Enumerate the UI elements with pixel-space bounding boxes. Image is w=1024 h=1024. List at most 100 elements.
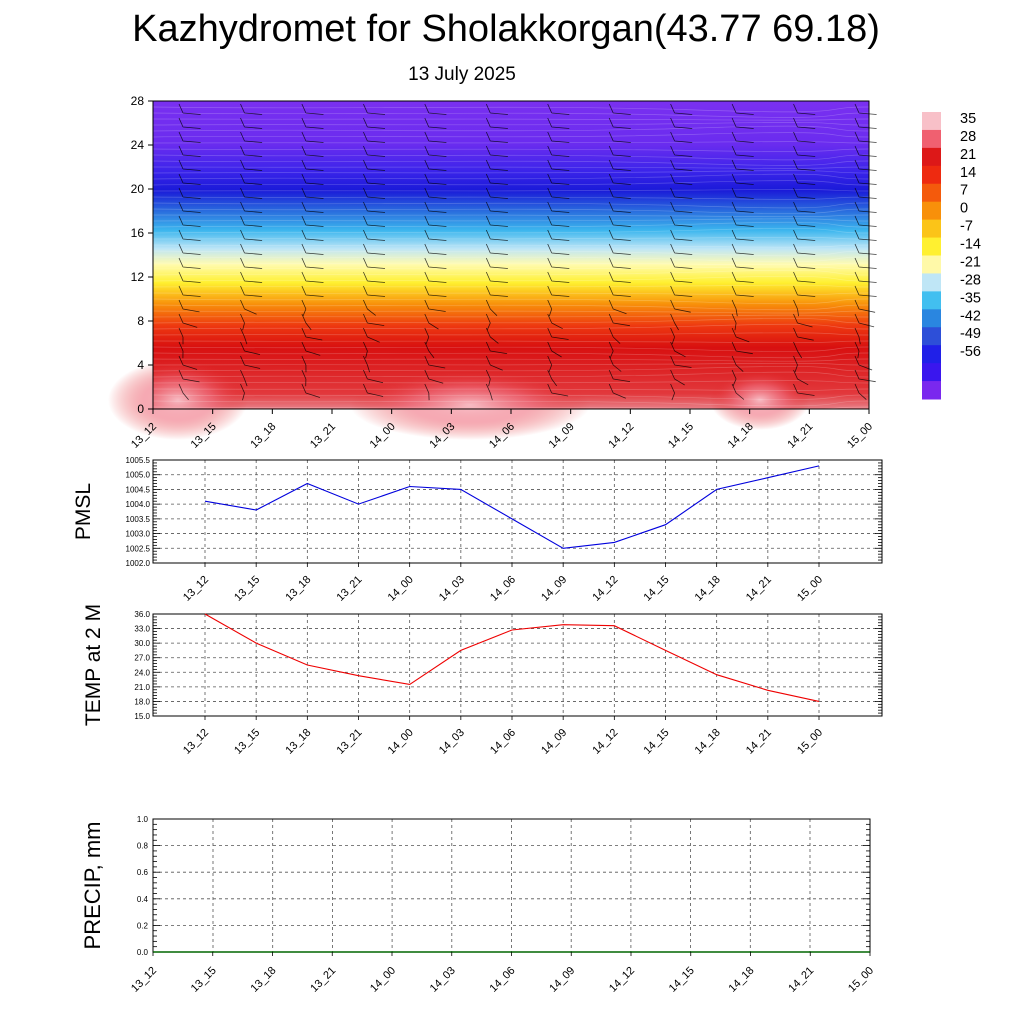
wind-barb [670, 117, 693, 129]
wind-barb [363, 369, 383, 384]
isotherm-line [152, 266, 870, 270]
wind-barb [547, 131, 570, 143]
wind-barb [547, 285, 570, 297]
wind-barb [178, 257, 201, 269]
x-tick-label: 14_06 [488, 965, 518, 995]
wind-barb [301, 159, 324, 171]
wind-barb [793, 383, 815, 396]
wind-barb [178, 159, 201, 171]
wind-barb [363, 383, 384, 397]
colorbar-swatch [922, 129, 941, 149]
wind-barb [485, 145, 508, 157]
wind-barb [547, 173, 570, 185]
wind-barb [731, 383, 745, 400]
wind-barb [731, 229, 754, 241]
wind-barb [424, 313, 439, 330]
x-tick-label: 13_12 [181, 574, 211, 604]
isotherm-line [152, 118, 870, 121]
wind-barb [240, 117, 263, 129]
wind-barb [301, 299, 307, 317]
wind-barb [731, 201, 754, 213]
wind-barb [547, 355, 553, 373]
wind-barb [240, 187, 263, 199]
isotherm-line [152, 214, 870, 218]
wind-barb [670, 201, 693, 213]
x-tick-label: 15_00 [795, 727, 825, 757]
wind-barb [301, 215, 324, 227]
x-tick-label: 14_18 [727, 965, 757, 995]
x-tick-label: 14_09 [539, 574, 569, 604]
isotherm-line [152, 196, 870, 200]
wind-barb [178, 313, 198, 328]
wind-barb [547, 103, 570, 115]
x-tick-label: 14_21 [744, 574, 774, 604]
wind-barb [608, 243, 631, 255]
wind-barb [485, 159, 508, 171]
precip-panel: 0.0 0.2 0.4 0.6 0.8 1.0 13_12 13_15 13_18 13_21 14… [80, 815, 876, 995]
colorbar-swatch [922, 147, 941, 167]
wind-barb [608, 341, 614, 359]
wind-barb [178, 145, 201, 157]
wind-barb [301, 383, 321, 398]
wind-barb [608, 117, 631, 129]
wind-barb [731, 271, 754, 283]
colorbar-label: -28 [960, 272, 981, 288]
colorbar-swatch [922, 345, 941, 364]
wind-barb [178, 285, 201, 297]
wind-barb [608, 369, 631, 382]
isotherm-line [152, 154, 870, 161]
y-axis-label: PRECIP, mm [80, 822, 105, 950]
y-tick-label: 1004.5 [126, 485, 151, 494]
isotherm-line [152, 112, 870, 118]
isotherm-line [152, 173, 870, 180]
wind-barb [854, 187, 877, 199]
wind-barb [485, 355, 503, 371]
wind-barb [854, 313, 875, 328]
wind-barb [731, 131, 754, 143]
wind-barb [485, 243, 508, 255]
wind-barb [424, 229, 447, 241]
series-line [204, 465, 820, 549]
y-tick-label: 1005.5 [126, 456, 151, 465]
y-tick-label: 1.0 [137, 815, 149, 824]
isotherm-line [152, 284, 870, 288]
wind-barb [363, 215, 386, 227]
wind-barb [547, 145, 570, 157]
wind-barb [793, 313, 813, 328]
colorbar-label: 0 [960, 201, 968, 217]
wind-barb [485, 299, 498, 316]
wind-barb [485, 201, 508, 213]
wind-barb [301, 103, 324, 115]
x-tick-label: 14_12 [590, 727, 620, 757]
wind-barb [793, 271, 816, 283]
isotherm-line [152, 340, 870, 344]
wind-barb [178, 215, 201, 227]
wind-barb [670, 341, 686, 358]
colorbar-label: 7 [960, 183, 968, 199]
colorbar-swatch [922, 183, 941, 203]
wind-barb [854, 201, 877, 213]
wind-barb [485, 215, 508, 227]
colorbar-swatch [922, 291, 941, 310]
wind-barb [485, 103, 508, 115]
wind-barb [424, 159, 447, 171]
wind-barb [608, 313, 630, 327]
wind-barb [731, 369, 737, 387]
wind-barb [731, 327, 750, 343]
wind-barb [608, 187, 631, 199]
wind-barb [301, 173, 324, 185]
wind-barb [547, 271, 570, 283]
wind-barb [854, 369, 876, 383]
wind-barb [424, 257, 447, 269]
isotherm-line [152, 394, 870, 400]
wind-barb [854, 341, 860, 359]
colorbar-label: -49 [960, 326, 981, 342]
x-tick-label: 15_00 [795, 574, 825, 604]
wind-barb [240, 299, 257, 315]
heatmap-x-tick-label: 14_21 [785, 421, 815, 451]
wind-barb [731, 117, 754, 129]
y-tick-label: 1004.0 [126, 500, 151, 509]
wind-barb [363, 257, 386, 269]
wind-barb [793, 257, 816, 269]
wind-barb [363, 229, 386, 241]
